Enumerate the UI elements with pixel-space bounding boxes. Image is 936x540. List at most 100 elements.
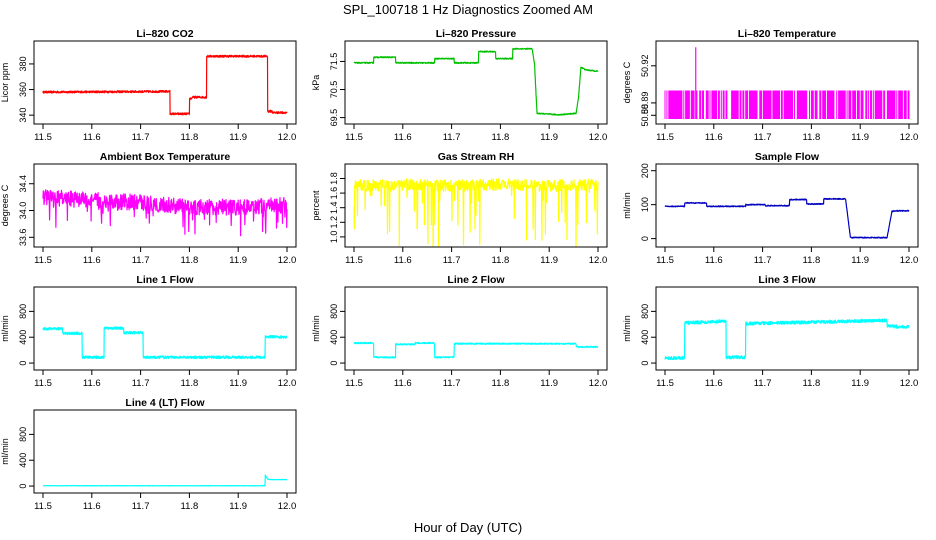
y-axis-label: ml/min bbox=[0, 315, 10, 342]
x-tick-label: 11.8 bbox=[181, 501, 199, 512]
x-tick-label: 11.5 bbox=[34, 501, 52, 512]
x-tick-label: 12.0 bbox=[589, 132, 608, 143]
x-tick-label: 11.5 bbox=[34, 132, 52, 143]
y-tick-label: 34.4 bbox=[18, 175, 28, 193]
plot-area bbox=[664, 47, 910, 119]
y-tick-label: 1.2 bbox=[329, 216, 339, 229]
x-tick-label: 11.5 bbox=[345, 378, 363, 389]
plot-frame bbox=[33, 286, 297, 371]
x-tick-label: 11.6 bbox=[705, 132, 723, 143]
x-tick-label: 11.6 bbox=[705, 255, 723, 266]
y-tick-label: 400 bbox=[640, 330, 650, 345]
x-tick-label: 11.8 bbox=[492, 378, 510, 389]
panel-title: Line 4 (LT) Flow bbox=[125, 397, 205, 409]
plot-area bbox=[42, 54, 288, 116]
y-tick-label: 800 bbox=[640, 304, 650, 319]
chart-panel: Sample Flow ml/min 11.5 11.6 11.7 11.8 11.9 12.… bbox=[622, 151, 919, 266]
plot-area bbox=[42, 189, 288, 237]
panel-title: Gas Stream RH bbox=[438, 151, 514, 163]
x-tick-label: 11.8 bbox=[803, 378, 821, 389]
x-tick-label: 11.9 bbox=[851, 255, 869, 266]
x-tick-label: 11.7 bbox=[132, 378, 150, 389]
x-tick-label: 11.5 bbox=[656, 132, 674, 143]
data-series bbox=[664, 90, 910, 119]
y-tick-label: 0 bbox=[18, 484, 28, 489]
y-tick-label: 360 bbox=[18, 82, 28, 97]
plot-frame bbox=[344, 40, 608, 125]
x-tick-label: 11.6 bbox=[705, 378, 723, 389]
chart-panel: Line 1 Flow ml/min 11.5 11.6 11.7 11.8 11.9 12.… bbox=[0, 274, 297, 389]
x-tick-label: 11.7 bbox=[754, 378, 772, 389]
x-tick-label: 11.8 bbox=[803, 132, 821, 143]
x-tick-label: 11.6 bbox=[83, 132, 101, 143]
x-tick-label: 12.0 bbox=[278, 501, 297, 512]
x-tick-label: 12.0 bbox=[900, 378, 919, 389]
panel-title: Li–820 Pressure bbox=[436, 28, 517, 40]
y-tick-label: 0 bbox=[329, 361, 339, 366]
x-tick-label: 11.6 bbox=[83, 501, 101, 512]
y-axis-label: ml/min bbox=[311, 315, 321, 342]
y-tick-label: 34.0 bbox=[18, 202, 28, 220]
plot-frame bbox=[655, 286, 919, 371]
y-axis-label: ml/min bbox=[622, 192, 632, 219]
x-tick-label: 12.0 bbox=[278, 255, 297, 266]
y-tick-label: 400 bbox=[18, 453, 28, 468]
y-tick-label: 69.5 bbox=[329, 109, 339, 127]
data-series bbox=[42, 326, 288, 360]
x-tick-label: 11.7 bbox=[443, 255, 461, 266]
x-tick-label: 11.6 bbox=[394, 132, 412, 143]
x-tick-label: 11.7 bbox=[754, 132, 772, 143]
x-tick-label: 11.8 bbox=[181, 132, 199, 143]
x-tick-label: 11.9 bbox=[229, 501, 247, 512]
x-tick-label: 11.5 bbox=[34, 378, 52, 389]
panel-title: Ambient Box Temperature bbox=[100, 151, 231, 163]
panel-title: Li–820 Temperature bbox=[738, 28, 837, 40]
data-series bbox=[353, 178, 599, 247]
x-axis-label: Hour of Day (UTC) bbox=[414, 520, 522, 535]
data-series bbox=[42, 189, 288, 237]
y-tick-label: 0 bbox=[640, 361, 650, 366]
chart-panel: Ambient Box Temperature degrees C 11.5 11.6… bbox=[0, 151, 297, 266]
plot-frame bbox=[655, 40, 919, 125]
chart-panel: Gas Stream RH percent 11.5 11.6 11.7 11.8 11.9… bbox=[311, 151, 608, 266]
x-tick-label: 11.7 bbox=[132, 501, 150, 512]
chart-panel: Line 3 Flow ml/min 11.5 11.6 11.7 11.8 11.9 12.… bbox=[622, 274, 919, 389]
x-tick-label: 11.7 bbox=[443, 132, 461, 143]
y-tick-label: 380 bbox=[18, 56, 28, 71]
y-tick-label: 340 bbox=[18, 108, 28, 123]
x-tick-label: 11.6 bbox=[394, 378, 412, 389]
x-tick-label: 11.6 bbox=[394, 255, 412, 266]
y-tick-label: 70.5 bbox=[329, 81, 339, 99]
x-tick-label: 11.8 bbox=[803, 255, 821, 266]
plot-frame bbox=[344, 163, 608, 248]
plot-frame bbox=[655, 163, 919, 248]
y-tick-label: 71.5 bbox=[329, 53, 339, 71]
y-tick-label: 1.0 bbox=[329, 231, 339, 244]
data-series bbox=[664, 318, 910, 361]
x-tick-label: 11.8 bbox=[492, 255, 510, 266]
plot-area bbox=[42, 326, 288, 360]
y-tick-label: 1.6 bbox=[329, 187, 339, 200]
plot-area bbox=[353, 341, 599, 359]
y-tick-label: 200 bbox=[640, 163, 650, 178]
panel-title: Sample Flow bbox=[755, 151, 820, 163]
x-tick-label: 11.8 bbox=[181, 255, 199, 266]
x-tick-label: 11.9 bbox=[540, 255, 558, 266]
y-axis-label: degrees C bbox=[622, 61, 632, 103]
y-axis-label: percent bbox=[311, 190, 321, 221]
y-tick-label: 50.92 bbox=[640, 55, 650, 78]
y-tick-label: 100 bbox=[640, 197, 650, 212]
x-tick-label: 11.9 bbox=[851, 378, 869, 389]
plot-frame bbox=[33, 40, 297, 125]
y-tick-label: 800 bbox=[18, 427, 28, 442]
x-tick-label: 11.7 bbox=[132, 132, 150, 143]
panel-title: Line 3 Flow bbox=[758, 274, 816, 286]
chart-panel: Li–820 Temperature degrees C 11.5 11.6 11.7 1… bbox=[622, 28, 919, 143]
y-tick-label: 1.4 bbox=[329, 201, 339, 214]
y-axis-label: Licor ppm bbox=[0, 63, 10, 103]
y-tick-label: 800 bbox=[329, 304, 339, 319]
chart-panel: Li–820 Pressure kPa 11.5 11.6 11.7 11.8 11.9 12… bbox=[311, 28, 608, 143]
y-axis-label: ml/min bbox=[0, 438, 10, 465]
x-tick-label: 11.5 bbox=[656, 378, 674, 389]
